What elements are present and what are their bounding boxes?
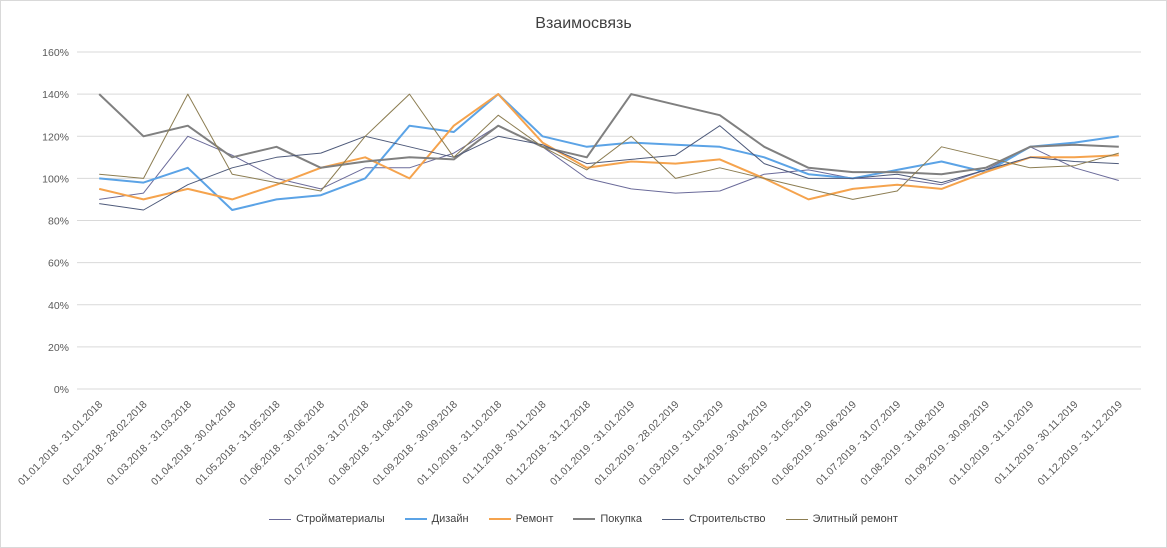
legend-label: Строительство (688, 513, 766, 525)
x-tick-label: 01.03.2018 - 31.03.2018 (105, 399, 195, 489)
series-line-6 (99, 93, 1119, 200)
legend-item-4: Покупка (573, 513, 642, 525)
x-tick-label: 01.05.2019 - 31.05.2019 (725, 399, 815, 489)
x-tick-label: 01.08.2019 - 31.08.2019 (858, 399, 948, 489)
legend-swatch (661, 518, 684, 520)
x-tick-label: 01.05.2018 - 31.05.2018 (193, 399, 283, 489)
legend-item-1: Стройматериалы (269, 513, 385, 525)
x-tick-label: 01.12.2019 - 31.12.2019 (1036, 399, 1126, 489)
y-tick-label: 140% (42, 89, 69, 101)
x-tick-label: 01.02.2018 - 28.02.2018 (60, 399, 150, 489)
legend-item-3: Ремонт (488, 513, 554, 525)
legend-label: Ремонт (515, 513, 554, 525)
y-tick-label: 120% (42, 131, 69, 143)
x-tick-label: 01.02.2019 - 28.02.2019 (592, 399, 682, 489)
y-tick-label: 100% (42, 173, 69, 185)
series-line-5 (99, 125, 1119, 211)
y-tick-label: 60% (48, 258, 69, 270)
series-line-1 (99, 125, 1119, 200)
x-tick-label: 01.03.2019 - 31.03.2019 (637, 399, 727, 489)
chart-title: Взаимосвязь (535, 15, 632, 32)
series-line-3 (98, 93, 1119, 201)
x-tick-label: 01.10.2019 - 31.10.2019 (947, 399, 1037, 489)
legend-swatch (404, 518, 427, 520)
x-tick-label: 01.04.2018 - 30.04.2018 (149, 399, 239, 489)
legend-item-5: Строительство (661, 513, 766, 525)
x-tick-label: 01.01.2019 - 31.01.2019 (548, 399, 638, 489)
x-tick-label: 01.04.2019 - 30.04.2019 (681, 399, 771, 489)
y-tick-label: 20% (48, 342, 69, 354)
x-tick-label: 01.08.2018 - 31.08.2018 (326, 399, 416, 489)
x-tick-label: 01.07.2018 - 31.07.2018 (282, 399, 372, 489)
y-tick-label: 40% (48, 300, 69, 312)
series-line-2 (99, 93, 1119, 211)
y-tick-label: 80% (48, 216, 69, 228)
x-tick-label: 01.12.2018 - 31.12.2018 (504, 399, 594, 489)
x-tick-label: 01.11.2019 - 30.11.2019 (992, 399, 1080, 487)
y-tick-label: 0% (54, 384, 69, 396)
legend-item-6: Элитный ремонт (785, 513, 898, 525)
x-tick-label: 01.09.2019 - 30.09.2019 (903, 399, 993, 489)
x-tick-label: 01.11.2018 - 30.11.2018 (460, 399, 548, 487)
legend-label: Дизайн (431, 513, 469, 525)
y-tick-label: 160% (42, 47, 69, 59)
legend: Стройматериалы Дизайн Ремонт Покупка Строите… (1, 513, 1166, 525)
legend-label: Стройматериалы (296, 513, 385, 525)
legend-label: Покупка (600, 513, 642, 525)
x-tick-label: 01.01.2018 - 31.01.2018 (16, 399, 106, 489)
legend-swatch (488, 518, 511, 520)
legend-swatch (573, 518, 596, 520)
series-line-4 (98, 93, 1119, 176)
x-tick-label: 01.06.2018 - 30.06.2018 (238, 399, 328, 489)
legend-item-2: Дизайн (404, 513, 469, 525)
legend-swatch (269, 518, 292, 520)
x-tick-label: 01.07.2019 - 31.07.2019 (814, 399, 904, 489)
x-tick-label: 01.10.2018 - 31.10.2018 (415, 399, 505, 489)
legend-label: Элитный ремонт (812, 513, 898, 525)
legend-swatch (785, 518, 808, 520)
x-tick-label: 01.09.2018 - 30.09.2018 (371, 399, 461, 489)
x-tick-label: 01.06.2019 - 30.06.2019 (770, 399, 860, 489)
